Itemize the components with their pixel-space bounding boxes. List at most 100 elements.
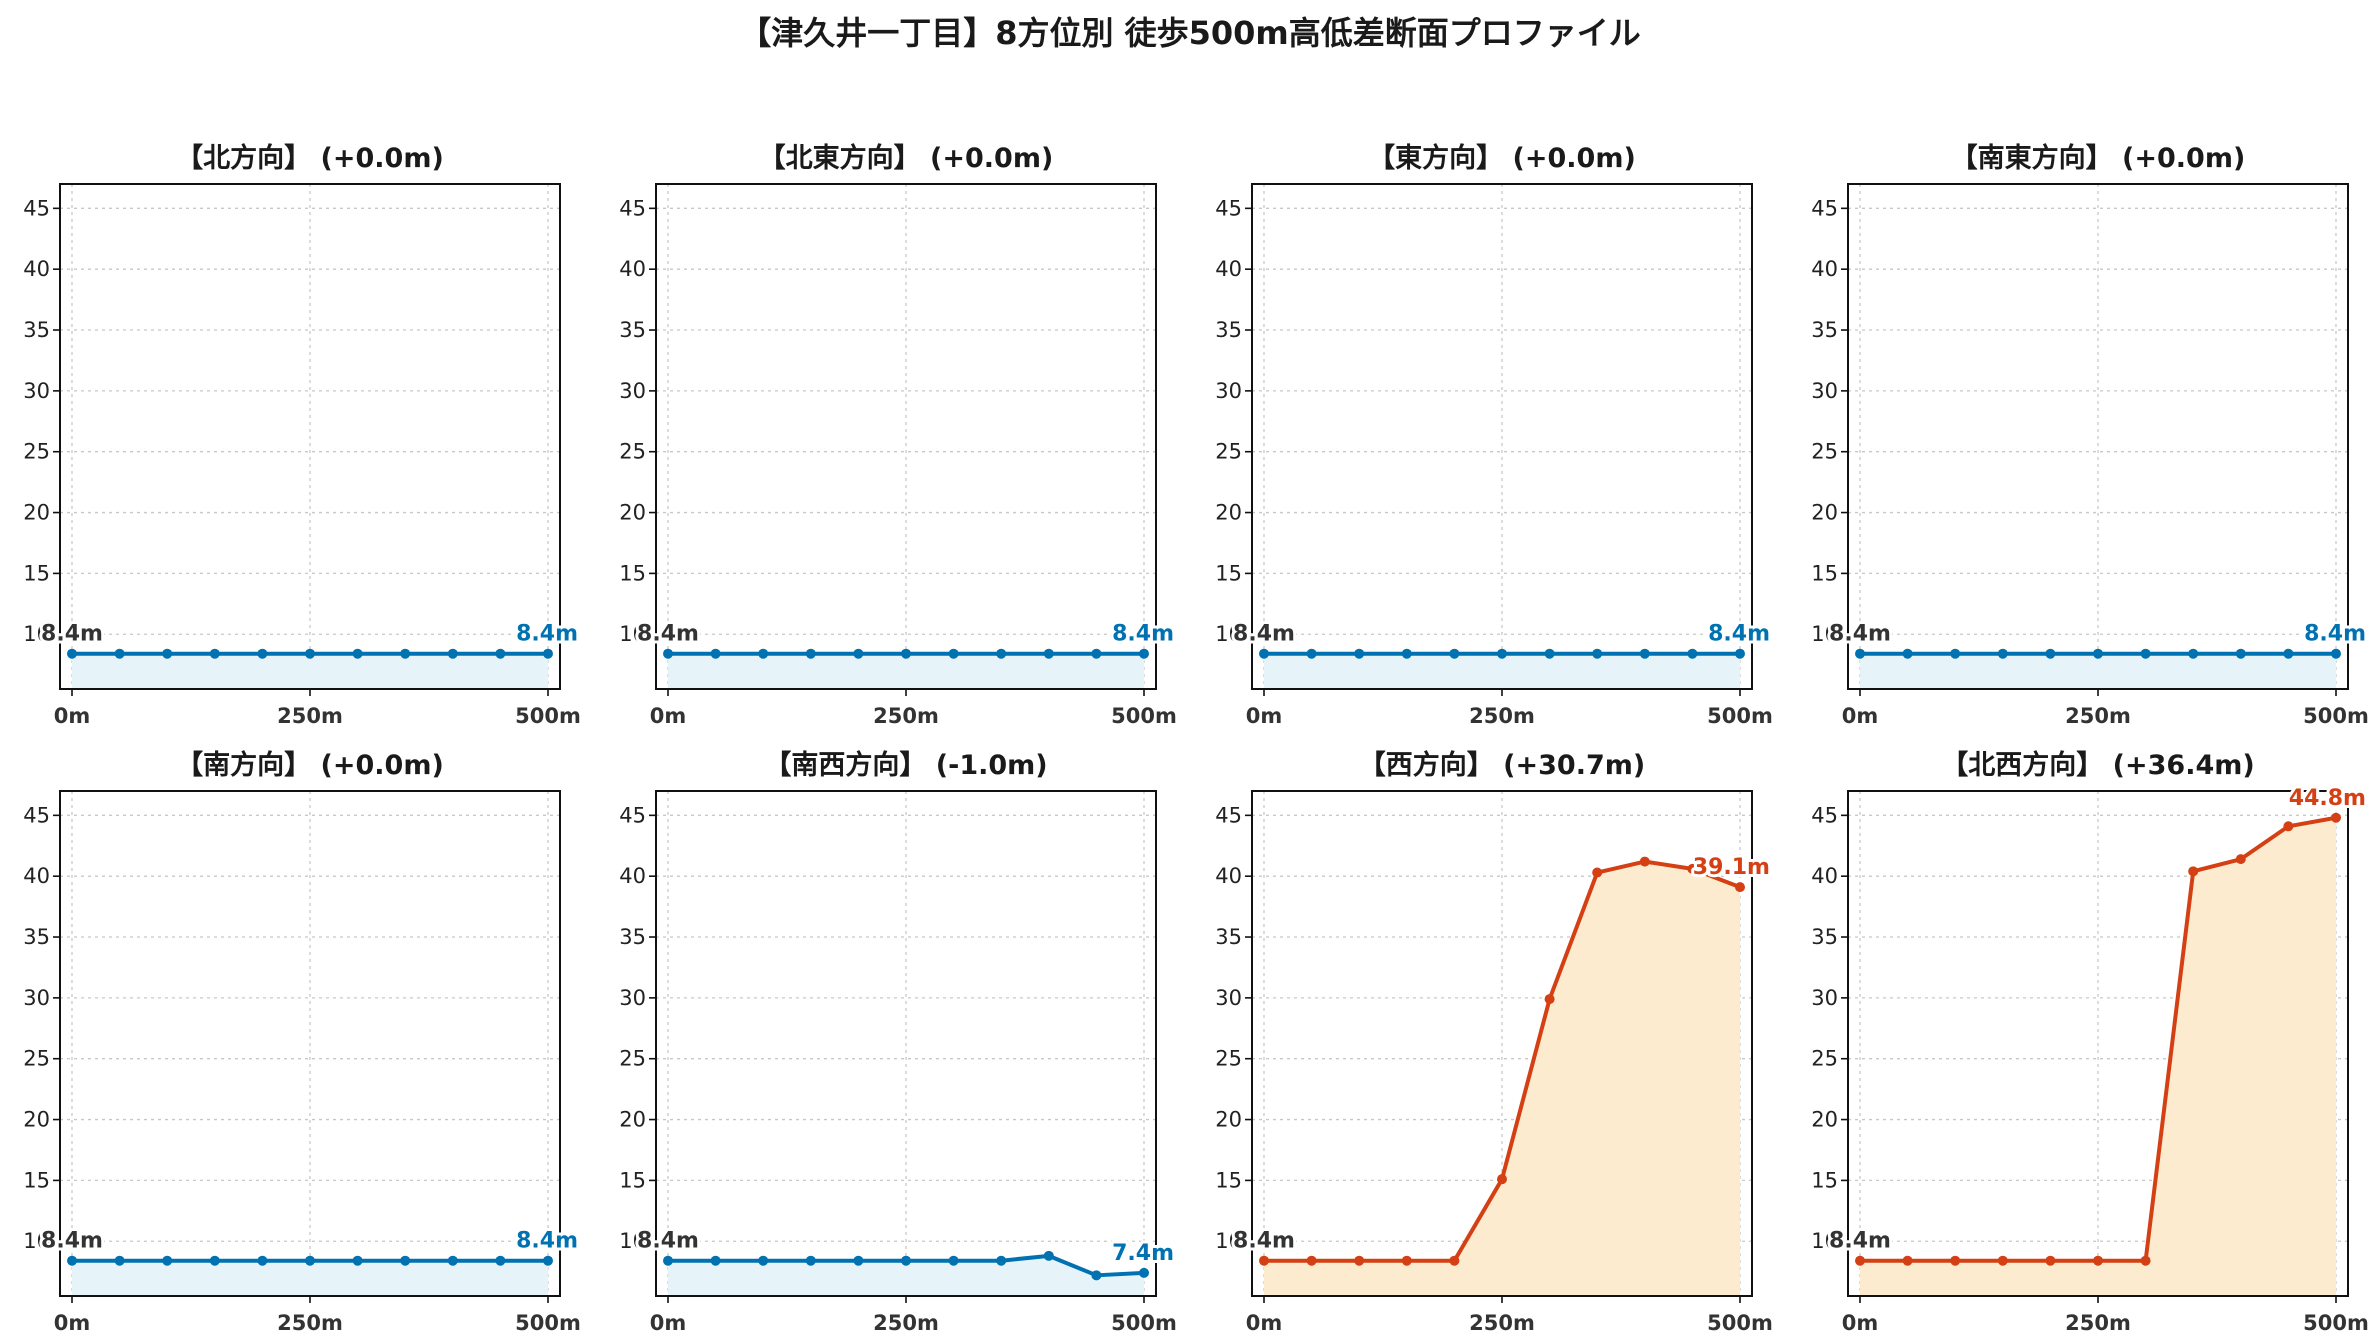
y-tick-label: 10 [1215,622,1242,646]
y-tick-label: 15 [23,561,50,585]
x-tick-label: 500m [2303,704,2369,728]
data-point [2140,1255,2151,1266]
y-tick-label: 30 [619,986,646,1010]
data-point [710,1255,721,1266]
elevation-area [72,1260,548,1296]
y-tick-label: 35 [619,318,646,342]
x-tick-label: 250m [1469,704,1535,728]
panel-3: 【東方向】 (+0.0m) 10 15 20 25 30 35 40 45 0m 250m 500m 8… [1215,142,1773,728]
end-value-label: 8.4m [516,622,578,647]
x-tick-label: 0m [650,1311,687,1335]
y-tick-label: 45 [619,196,646,220]
y-tick-label: 30 [23,379,50,403]
y-tick-label: 15 [1215,561,1242,585]
x-tick-label: 0m [1246,1311,1283,1335]
y-tick-label: 45 [23,803,50,827]
data-point [1306,1255,1317,1266]
data-point [2188,866,2199,877]
data-point [1259,648,1269,659]
data-point [1401,1255,1412,1266]
elevation-area [1264,861,1740,1296]
data-point [257,648,268,659]
y-tick-label: 10 [1215,1229,1242,1253]
data-point [1139,1267,1149,1278]
y-tick-label: 10 [1811,1229,1838,1253]
data-point [400,648,411,659]
y-tick-label: 25 [23,1047,50,1071]
data-point [447,1255,458,1266]
start-value-label: 8.4m [637,1229,699,1254]
y-tick-label: 15 [23,1168,50,1192]
data-point [543,648,553,659]
data-point [1091,648,1102,659]
y-tick-label: 40 [1811,864,1838,888]
data-point [1950,1255,1961,1266]
gridlines [1252,184,1752,689]
data-point [2235,854,2246,865]
data-point [853,648,864,659]
start-value-label: 8.4m [1829,1229,1891,1254]
y-tick-label: 15 [619,1168,646,1192]
y-tick-label: 45 [1811,803,1838,827]
data-point [663,1255,673,1266]
end-value-label: 8.4m [2304,622,2366,647]
y-tick-label: 20 [619,501,646,525]
panel-title: 【南西方向】 (-1.0m) [764,749,1047,781]
end-value-label: 8.4m [516,1229,578,1254]
y-tick-label: 25 [23,440,50,464]
x-tick-label: 500m [1111,704,1177,728]
data-point [305,1255,315,1266]
data-point [948,1255,959,1266]
y-tick-label: 30 [1215,379,1242,403]
gridlines [60,791,560,1296]
y-tick-label: 40 [1215,864,1242,888]
data-point [1497,1174,1507,1185]
data-point [1950,648,1961,659]
data-point [2093,1255,2103,1266]
data-point [1043,648,1054,659]
y-tick-label: 35 [23,318,50,342]
data-point [2283,648,2294,659]
data-point [2093,648,2103,659]
data-point [352,1255,363,1266]
y-tick-label: 25 [619,440,646,464]
y-tick-label: 25 [1215,1047,1242,1071]
y-tick-label: 15 [619,561,646,585]
y-tick-label: 25 [1811,1047,1838,1071]
panel-5: 【南方向】 (+0.0m) 10 15 20 25 30 35 40 45 0m 250m 500m 8… [23,749,581,1335]
start-value-label: 8.4m [41,622,103,647]
data-point [209,648,220,659]
data-point [1139,648,1149,659]
x-tick-label: 250m [873,704,939,728]
y-tick-label: 40 [23,257,50,281]
data-point [1401,648,1412,659]
data-point [2235,648,2246,659]
data-point [1592,867,1603,878]
y-tick-label: 30 [619,379,646,403]
data-point [1306,648,1317,659]
y-tick-label: 20 [1811,501,1838,525]
data-point [1639,648,1650,659]
data-point [1592,648,1603,659]
y-tick-label: 35 [1215,318,1242,342]
y-tick-label: 20 [619,1108,646,1132]
y-tick-label: 45 [1215,196,1242,220]
panel-2: 【北東方向】 (+0.0m) 10 15 20 25 30 35 40 45 0m 250m 500m… [619,142,1177,728]
data-point [1687,648,1698,659]
data-point [67,648,77,659]
panel-title: 【北東方向】 (+0.0m) [759,142,1054,174]
panel-8: 【北西方向】 (+36.4m) 10 15 20 25 30 35 40 45 0m 250m 500… [1811,749,2369,1335]
data-point [1997,1255,2008,1266]
data-point [352,648,363,659]
x-tick-label: 500m [1707,704,1773,728]
data-point [1544,994,1555,1005]
data-point [1902,648,1913,659]
y-tick-label: 35 [1215,925,1242,949]
data-point [257,1255,268,1266]
panel-title: 【東方向】 (+0.0m) [1368,142,1636,174]
panel-title: 【南東方向】 (+0.0m) [1951,142,2246,174]
start-value-label: 8.4m [1233,622,1295,647]
y-tick-label: 20 [1215,501,1242,525]
end-value-label: 8.4m [1708,622,1770,647]
x-tick-label: 500m [2303,1311,2369,1335]
